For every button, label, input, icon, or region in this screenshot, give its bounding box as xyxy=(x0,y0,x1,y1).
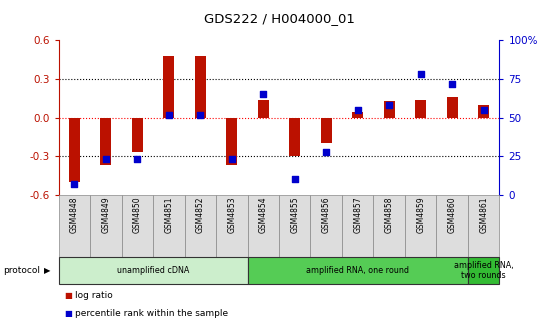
Bar xyxy=(122,195,153,257)
Bar xyxy=(310,195,342,257)
Point xyxy=(102,157,110,162)
Text: percentile rank within the sample: percentile rank within the sample xyxy=(75,309,228,318)
Text: GSM4855: GSM4855 xyxy=(290,197,299,234)
Bar xyxy=(100,118,112,165)
Bar xyxy=(248,257,468,284)
Text: GSM4859: GSM4859 xyxy=(416,197,425,234)
Text: GSM4858: GSM4858 xyxy=(384,197,394,233)
Bar xyxy=(153,195,185,257)
Text: GSM4854: GSM4854 xyxy=(259,197,268,234)
Bar xyxy=(436,195,468,257)
Bar xyxy=(384,101,395,118)
Text: GSM4861: GSM4861 xyxy=(479,197,488,233)
Text: GDS222 / H004000_01: GDS222 / H004000_01 xyxy=(204,12,354,25)
Text: ■: ■ xyxy=(64,309,72,318)
Text: GSM4856: GSM4856 xyxy=(322,197,331,234)
Text: unamplified cDNA: unamplified cDNA xyxy=(117,266,189,275)
Point xyxy=(385,102,394,108)
Bar xyxy=(216,195,248,257)
Text: GSM4860: GSM4860 xyxy=(448,197,456,234)
Bar xyxy=(226,118,237,165)
Bar xyxy=(258,99,269,118)
Bar xyxy=(342,195,373,257)
Point xyxy=(416,72,425,77)
Bar xyxy=(446,97,458,118)
Point xyxy=(196,112,205,117)
Bar xyxy=(289,118,300,156)
Text: GSM4853: GSM4853 xyxy=(227,197,236,234)
Text: GSM4857: GSM4857 xyxy=(353,197,362,234)
Text: GSM4850: GSM4850 xyxy=(133,197,142,234)
Bar xyxy=(163,56,174,118)
Bar xyxy=(321,118,332,143)
Point xyxy=(133,157,142,162)
Text: GSM4851: GSM4851 xyxy=(164,197,174,233)
Text: protocol: protocol xyxy=(3,266,40,275)
Text: amplified RNA, one round: amplified RNA, one round xyxy=(306,266,409,275)
Point xyxy=(479,107,488,113)
Bar xyxy=(185,195,216,257)
Bar xyxy=(415,99,426,118)
Bar xyxy=(59,257,248,284)
Bar xyxy=(468,257,499,284)
Bar xyxy=(373,195,405,257)
Point xyxy=(322,149,331,154)
Point xyxy=(165,112,174,117)
Bar xyxy=(352,113,363,118)
Bar xyxy=(468,195,499,257)
Text: GSM4849: GSM4849 xyxy=(102,197,110,234)
Text: GSM4852: GSM4852 xyxy=(196,197,205,233)
Text: ▶: ▶ xyxy=(44,266,51,275)
Text: log ratio: log ratio xyxy=(75,291,113,300)
Point xyxy=(353,107,362,113)
Bar xyxy=(248,195,279,257)
Point xyxy=(70,181,79,187)
Bar xyxy=(59,195,90,257)
Point xyxy=(448,81,456,86)
Text: amplified RNA,
two rounds: amplified RNA, two rounds xyxy=(454,261,513,280)
Bar xyxy=(279,195,310,257)
Point xyxy=(227,157,236,162)
Text: ■: ■ xyxy=(64,291,72,300)
Bar xyxy=(405,195,436,257)
Bar xyxy=(478,105,489,118)
Text: GSM4848: GSM4848 xyxy=(70,197,79,233)
Bar xyxy=(69,118,80,182)
Point xyxy=(290,177,299,182)
Bar xyxy=(90,195,122,257)
Bar xyxy=(132,118,143,153)
Point xyxy=(259,92,268,97)
Bar xyxy=(195,56,206,118)
